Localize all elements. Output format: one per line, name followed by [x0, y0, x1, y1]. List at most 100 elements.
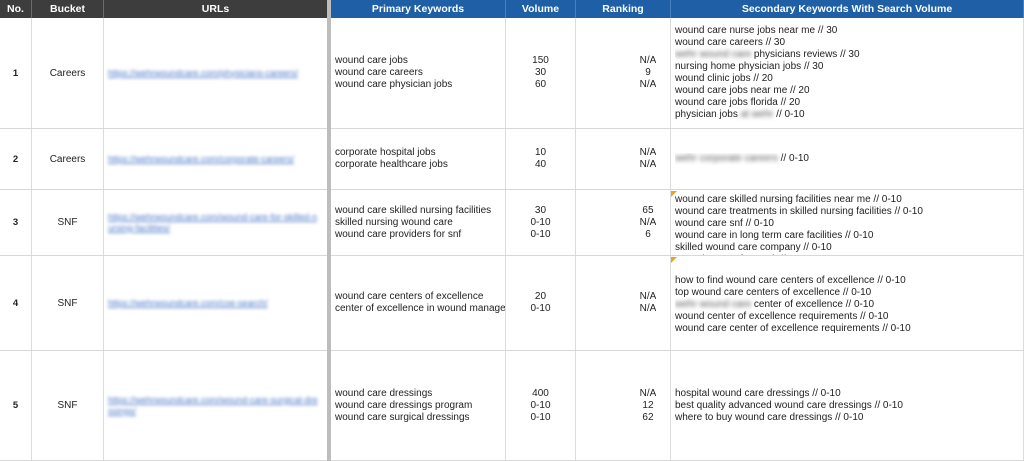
- cell-no[interactable]: 5: [0, 351, 32, 460]
- secondary-keyword-text: wound care jobs near me // 20: [675, 85, 810, 96]
- cell-no[interactable]: 4: [0, 256, 32, 350]
- cell-secondary-keywords[interactable]: how to find wound care centers of excell…: [671, 256, 1024, 350]
- secondary-keyword: wehr corporate careers // 0-10: [675, 153, 809, 165]
- url-link[interactable]: https://wehrwoundcare.com/wound-care-sur…: [108, 394, 318, 416]
- table-row: 2 Careers https://wehrwoundcare.com/corpor…: [0, 129, 1024, 190]
- secondary-keyword-text: wound care treatments in skilled nursing…: [675, 206, 923, 217]
- cell-primary-keywords[interactable]: wound care jobs wound care careers wound c…: [331, 18, 506, 128]
- secondary-keyword-text: wound care jobs florida // 20: [675, 97, 801, 108]
- secondary-keyword-text: wound care skilled nursing facilities ne…: [675, 194, 902, 205]
- header-volume[interactable]: Volume: [506, 0, 576, 18]
- comment-indicator[interactable]: [671, 257, 677, 263]
- secondary-keyword-text: how to find wound care centers of excell…: [675, 275, 906, 286]
- url-link[interactable]: https://wehrwoundcare.com/corporate-care…: [108, 153, 295, 164]
- cell-bucket[interactable]: Careers: [32, 129, 104, 189]
- volume-value: 30: [534, 204, 547, 216]
- bucket-label: SNF: [57, 297, 78, 309]
- ranking-list: 65 N/A 6: [640, 205, 657, 241]
- secondary-keyword: wound center of excellence requirements …: [675, 311, 911, 323]
- secondary-keyword: wound care careers // 30: [675, 37, 860, 49]
- cell-ranking[interactable]: N/A N/A: [576, 256, 671, 350]
- header-ranking[interactable]: Ranking: [576, 0, 671, 18]
- primary-keyword: skilled nursing wound care: [335, 216, 453, 228]
- primary-keyword-list: wound care jobs wound care careers wound c…: [335, 55, 452, 91]
- cell-no[interactable]: 3: [0, 190, 32, 255]
- primary-keyword: wound care centers of excellence: [335, 291, 484, 302]
- url-link[interactable]: https://wehrwoundcare.com/coe-search/: [108, 297, 268, 308]
- cell-primary-keywords[interactable]: wound care centers of excellence center o…: [331, 256, 506, 350]
- cell-volume[interactable]: 20 0-10: [506, 256, 576, 350]
- cell-url[interactable]: https://wehrwoundcare.com/coe-search/: [104, 256, 328, 350]
- redacted-text: at wehr: [740, 109, 774, 120]
- redacted-text: wehr wound care: [675, 49, 752, 60]
- url-link[interactable]: https://wehrwoundcare.com/wound-care-for…: [108, 211, 318, 233]
- primary-keyword: wound care physician jobs: [335, 79, 453, 90]
- secondary-keyword-text: wound center of excellence requirements …: [675, 311, 889, 322]
- secondary-keyword: best quality advanced wound care dressin…: [675, 400, 903, 412]
- frozen-column-divider[interactable]: [327, 0, 331, 461]
- secondary-keyword: skilled wound care company // 0-10: [675, 242, 923, 254]
- secondary-keyword-text: hospital wound care dressings // 0-10: [675, 387, 841, 399]
- cell-ranking[interactable]: N/A 12 62: [576, 351, 671, 460]
- cell-bucket[interactable]: Careers: [32, 18, 104, 128]
- secondary-keyword-text: wound care in long term care facilities …: [675, 230, 874, 241]
- cell-primary-keywords[interactable]: wound care skilled nursing facilities ski…: [331, 190, 506, 255]
- cell-volume[interactable]: 10 40: [506, 129, 576, 189]
- header-primary-keywords[interactable]: Primary Keywords: [331, 0, 506, 18]
- header-secondary-keywords[interactable]: Secondary Keywords With Search Volume: [671, 0, 1024, 18]
- volume-list: 30 0-10 0-10: [530, 205, 550, 241]
- cell-secondary-keywords[interactable]: wehr corporate careers // 0-10: [671, 129, 1024, 189]
- secondary-keyword: wound care snf consult // 0-10: [675, 254, 923, 255]
- secondary-keyword-text: physicians reviews // 30: [751, 49, 860, 60]
- cell-volume[interactable]: 400 0-10 0-10: [506, 351, 576, 460]
- secondary-keyword-list: wound care skilled nursing facilities ne…: [675, 194, 923, 255]
- primary-keyword: corporate hospital jobs: [335, 147, 436, 158]
- cell-volume[interactable]: 30 0-10 0-10: [506, 190, 576, 255]
- primary-keyword: wound care surgical dressings: [335, 411, 470, 423]
- secondary-keyword: wound care snf // 0-10: [675, 218, 923, 230]
- secondary-keyword: where to buy wound care dressings // 0-1…: [675, 412, 903, 424]
- header-urls[interactable]: URLs: [104, 0, 328, 18]
- secondary-keyword-text: skilled wound care company // 0-10: [675, 242, 832, 253]
- cell-no[interactable]: 2: [0, 129, 32, 189]
- cell-primary-keywords[interactable]: wound care dressings wound care dressings…: [331, 351, 506, 460]
- cell-ranking[interactable]: 65 N/A 6: [576, 190, 671, 255]
- cell-url[interactable]: https://wehrwoundcare.com/physicians-car…: [104, 18, 328, 128]
- secondary-keyword-text: where to buy wound care dressings // 0-1…: [675, 411, 864, 423]
- cell-url[interactable]: https://wehrwoundcare.com/wound-care-sur…: [104, 351, 328, 460]
- row-number: 2: [12, 153, 19, 165]
- secondary-keyword-list: wound care nurse jobs near me // 30 wound…: [675, 25, 860, 121]
- cell-bucket[interactable]: SNF: [32, 351, 104, 460]
- cell-secondary-keywords[interactable]: hospital wound care dressings // 0-10 bes…: [671, 351, 1024, 460]
- url-link[interactable]: https://wehrwoundcare.com/physicians-car…: [108, 67, 299, 78]
- cell-secondary-keywords[interactable]: wound care skilled nursing facilities ne…: [671, 190, 1024, 255]
- cell-bucket[interactable]: SNF: [32, 190, 104, 255]
- cell-volume[interactable]: 150 30 60: [506, 18, 576, 128]
- table-row: 4 SNF https://wehrwoundcare.com/coe-search…: [0, 256, 1024, 351]
- comment-indicator[interactable]: [671, 191, 677, 197]
- cell-url[interactable]: https://wehrwoundcare.com/wound-care-for…: [104, 190, 328, 255]
- cell-ranking[interactable]: N/A N/A: [576, 129, 671, 189]
- ranking-value: N/A: [639, 147, 657, 158]
- header-bucket[interactable]: Bucket: [32, 0, 104, 18]
- secondary-keyword: wound care nurse jobs near me // 30: [675, 25, 860, 37]
- secondary-keyword-text: wound care snf // 0-10: [675, 218, 774, 229]
- header-no[interactable]: No.: [0, 0, 32, 18]
- cell-ranking[interactable]: N/A 9 N/A: [576, 18, 671, 128]
- cell-primary-keywords[interactable]: corporate hospital jobs corporate healthc…: [331, 129, 506, 189]
- volume-value: 0-10: [530, 411, 551, 423]
- secondary-keyword: wehr wound care center of excellence // …: [675, 299, 911, 311]
- cell-secondary-keywords[interactable]: wound care nurse jobs near me // 30 wound…: [671, 18, 1024, 128]
- primary-keyword: wound care skilled nursing facilities: [335, 204, 492, 216]
- volume-value: 10: [534, 147, 547, 158]
- cell-no[interactable]: 1: [0, 18, 32, 128]
- cell-bucket[interactable]: SNF: [32, 256, 104, 350]
- cell-url[interactable]: https://wehrwoundcare.com/corporate-care…: [104, 129, 328, 189]
- secondary-keyword: wound care jobs florida // 20: [675, 97, 860, 109]
- secondary-keyword-text: physician jobs: [675, 109, 741, 120]
- volume-value: 60: [534, 79, 547, 90]
- table-row: 3 SNF https://wehrwoundcare.com/wound-care…: [0, 190, 1024, 256]
- ranking-value: 6: [645, 228, 651, 240]
- ranking-value: N/A: [639, 79, 657, 90]
